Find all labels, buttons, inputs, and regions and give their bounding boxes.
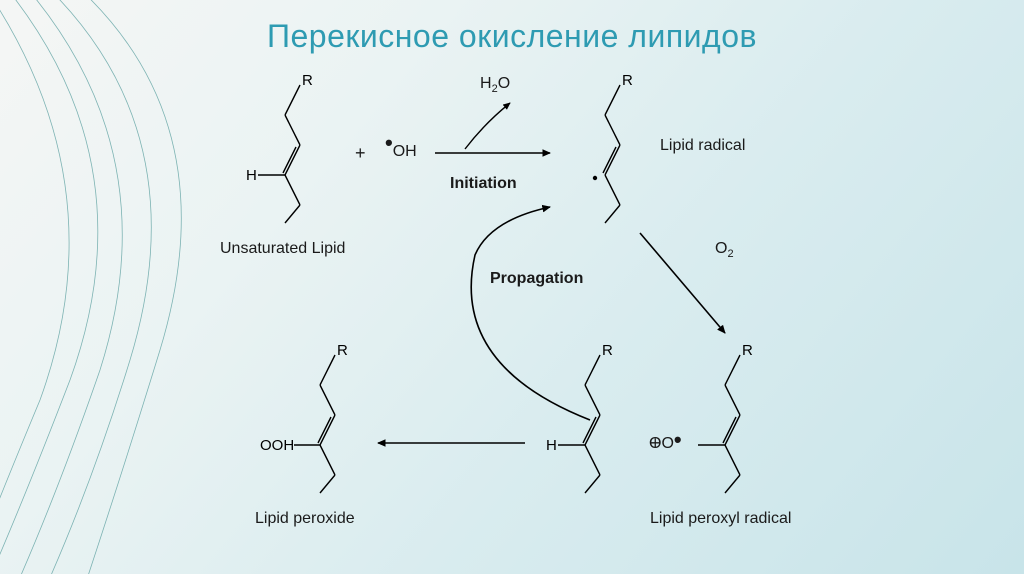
molecule-unsaturated-lipid: R H [240, 75, 330, 225]
r-label: R [742, 345, 753, 359]
r-label: R [302, 75, 313, 89]
h-label: H [546, 437, 557, 454]
ooh-label: OOH [260, 437, 294, 454]
arrow-initiation [430, 93, 560, 173]
label-lipid-radical: Lipid radical [660, 137, 745, 155]
molecule-lipid-peroxyl: R [680, 345, 800, 495]
reaction-scheme: R H + •OH H2O R Lipid radical Initiation… [160, 65, 940, 555]
o2-label: O2 [715, 240, 734, 260]
molecule-lipid-h: R H [540, 345, 630, 495]
r-label: R [602, 345, 613, 359]
oh-radical-label: •OH [385, 143, 417, 161]
molecule-lipid-peroxide: R OOH [260, 345, 380, 495]
r-label: R [622, 75, 633, 89]
label-lipid-peroxide: Lipid peroxide [255, 510, 355, 528]
label-initiation: Initiation [450, 175, 517, 193]
slide-title: Перекисное окисление липидов [0, 18, 1024, 55]
h-label: H [246, 167, 257, 184]
plus-2: + [650, 433, 661, 454]
plus-1: + [355, 143, 366, 164]
h2o-label: H2O [480, 75, 510, 95]
arrow-to-peroxide [370, 433, 530, 453]
label-lipid-peroxyl: Lipid peroxyl radical [650, 510, 791, 528]
r-label: R [337, 345, 348, 359]
label-unsaturated: Unsaturated Lipid [220, 240, 345, 258]
